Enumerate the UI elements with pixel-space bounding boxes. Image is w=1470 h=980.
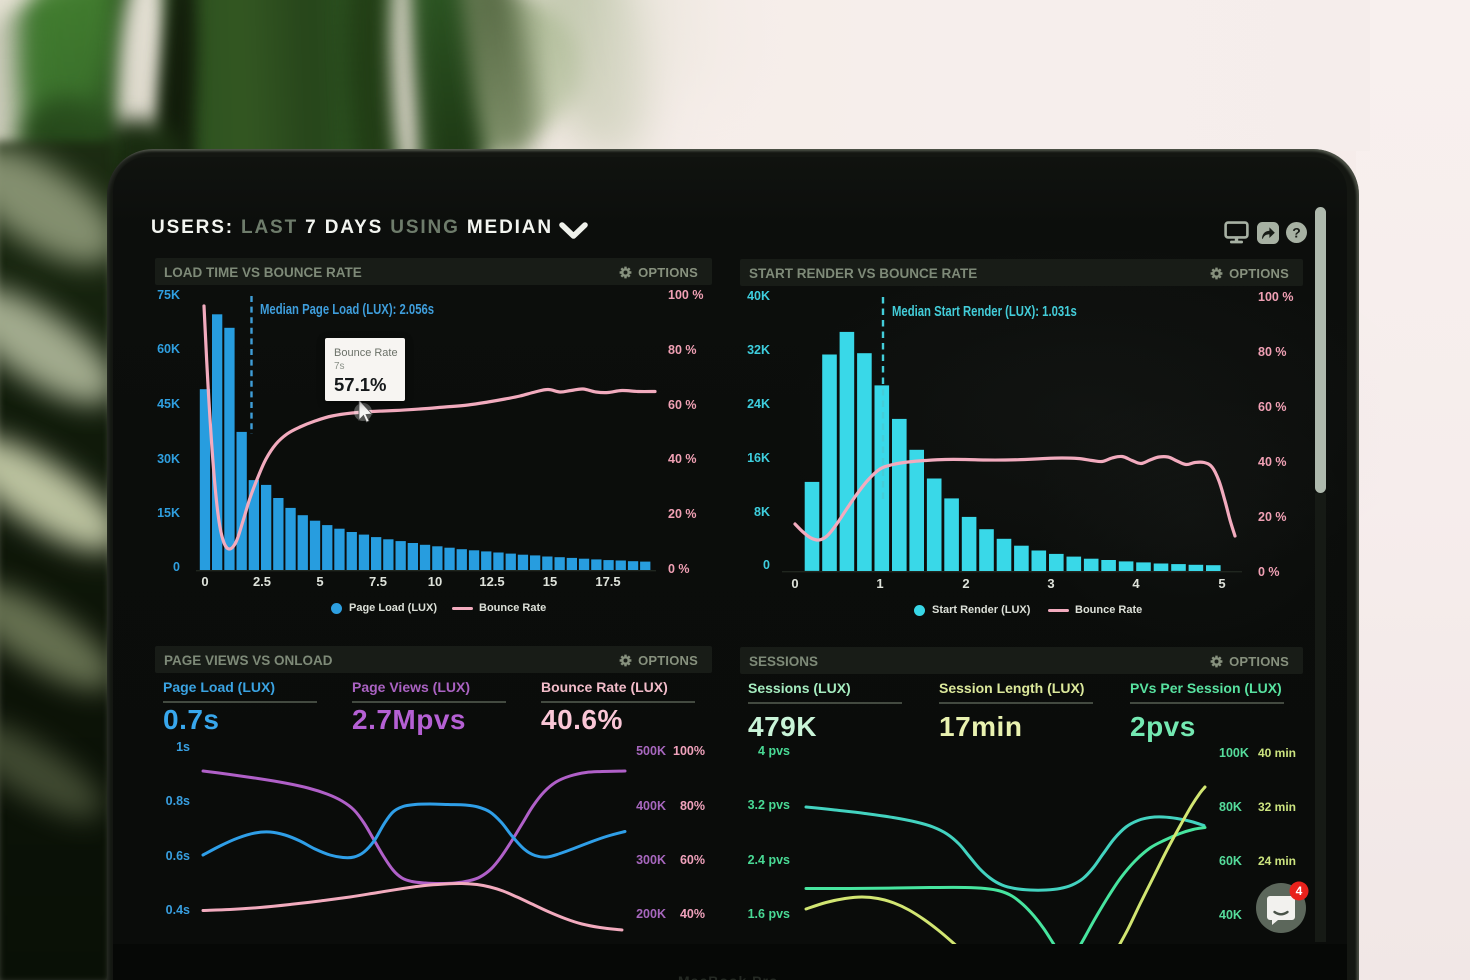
svg-text:4: 4 <box>1296 884 1303 898</box>
svg-text:?: ? <box>1292 224 1301 240</box>
